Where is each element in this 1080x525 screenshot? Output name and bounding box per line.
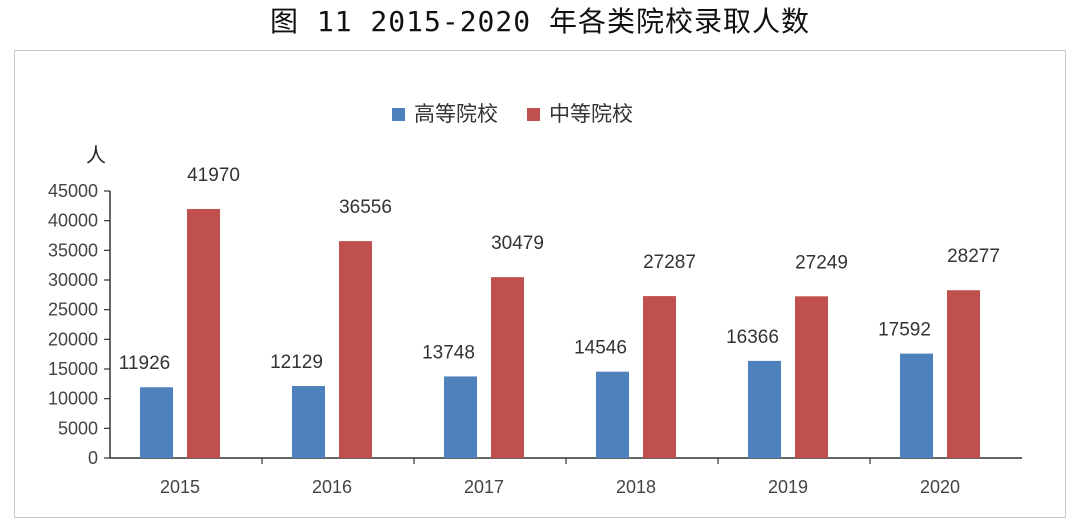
x-tick-label: 2019 [768, 477, 808, 497]
bar-higher-2017 [444, 376, 477, 458]
data-label: 14546 [574, 338, 627, 359]
data-label: 41970 [187, 165, 240, 186]
y-tick-label: 15000 [48, 359, 98, 379]
data-label: 17592 [878, 320, 931, 341]
data-label: 28277 [947, 246, 1000, 267]
y-axis: 0 5000 10000 15000 20000 25000 30000 35000 40000… [48, 181, 111, 468]
x-tick-label: 2016 [312, 477, 352, 497]
legend: 高等院校 中等院校 [392, 102, 633, 126]
data-labels: 11926 12129 13748 14546 16366 17592 41970 36556… [119, 165, 1000, 374]
x-axis: 2015 2016 2017 2018 2019 2020 [110, 457, 1022, 497]
y-tick-label: 5000 [58, 418, 98, 438]
data-label: 16366 [726, 327, 779, 348]
bar-secondary-2018 [643, 296, 676, 458]
data-label: 12129 [270, 352, 323, 373]
legend-label: 中等院校 [549, 102, 633, 126]
x-tick-label: 2018 [616, 477, 656, 497]
data-label: 27249 [795, 252, 848, 273]
bars [140, 208, 980, 458]
x-tick-label: 2020 [920, 477, 960, 497]
y-tick-label: 40000 [48, 211, 98, 231]
bar-secondary-2017 [491, 277, 524, 458]
x-tick-label: 2017 [464, 477, 504, 497]
y-tick-label: 45000 [48, 181, 98, 201]
legend-swatch [392, 108, 405, 121]
bar-secondary-2016 [339, 241, 372, 458]
bar-higher-2016 [292, 386, 325, 458]
data-label: 11926 [119, 353, 170, 374]
y-tick-label: 30000 [48, 270, 98, 290]
data-label: 13748 [422, 342, 475, 363]
y-tick-label: 10000 [48, 389, 98, 409]
figure-caption: 图 11 2015-2020 年各类院校录取人数 [269, 5, 810, 38]
bar-higher-2018 [596, 371, 629, 458]
y-axis-unit-label: 人 [86, 143, 106, 167]
y-tick-label: 25000 [48, 300, 98, 320]
bar-higher-2019 [748, 360, 781, 458]
bar-secondary-2015 [187, 208, 220, 458]
data-label: 36556 [339, 197, 392, 218]
y-tick-label: 20000 [48, 329, 98, 349]
data-label: 27287 [643, 252, 696, 273]
bar-secondary-2020 [947, 290, 980, 458]
bar-higher-2020 [900, 353, 933, 458]
legend-label: 高等院校 [414, 102, 498, 126]
x-tick-label: 2015 [160, 477, 200, 497]
bar-higher-2015 [140, 387, 173, 458]
data-label: 30479 [491, 233, 544, 254]
bar-secondary-2019 [795, 296, 828, 458]
legend-swatch [527, 108, 540, 121]
y-tick-label: 0 [88, 448, 98, 468]
y-tick-label: 35000 [48, 240, 98, 260]
